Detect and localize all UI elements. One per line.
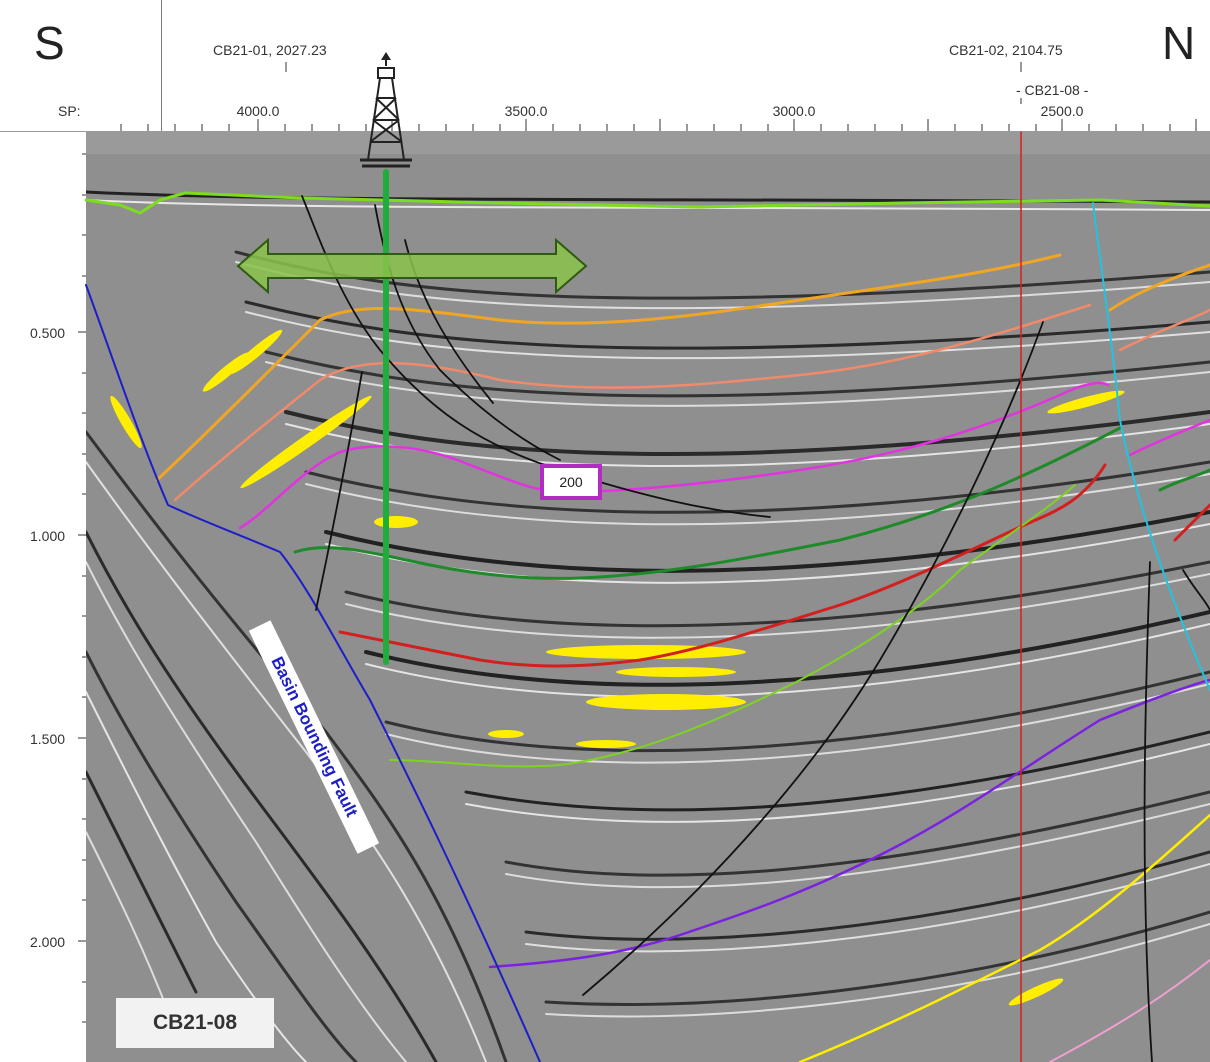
- time-tick-label: 2.000: [30, 934, 66, 950]
- horizon-marker-label[interactable]: 200: [540, 464, 602, 500]
- sp-tick-label: 4000.0: [236, 103, 280, 119]
- compass-north: N: [1162, 17, 1196, 69]
- time-axis: [0, 132, 86, 1062]
- sp-tick-label: 2500.0: [1040, 103, 1084, 119]
- well-label-cb21-08[interactable]: - CB21-08 -: [1016, 82, 1089, 98]
- sp-tick-label: 3500.0: [504, 103, 548, 119]
- time-tick-label: 1.000: [30, 528, 66, 544]
- seismic-line-name: CB21-08: [116, 998, 274, 1048]
- sp-axis-label: SP:: [58, 103, 81, 119]
- well-label-cb21-01[interactable]: CB21-01, 2027.23: [213, 42, 327, 58]
- sp-tick-marks: [120, 62, 1197, 131]
- time-axis-ticks: [78, 153, 86, 1023]
- seismic-texture: [86, 132, 1210, 1062]
- time-tick-label: 1.500: [30, 731, 66, 747]
- header-divider: [161, 0, 162, 131]
- time-tick-label: 0.500: [30, 325, 66, 341]
- seismic-section[interactable]: [86, 132, 1210, 1062]
- sp-tick-label: 3000.0: [772, 103, 816, 119]
- section-header: S N CB21-01, 2027.23 CB21-02, 2104.75 - …: [0, 0, 1210, 132]
- compass-south: S: [34, 17, 65, 69]
- well-label-cb21-02[interactable]: CB21-02, 2104.75: [949, 42, 1063, 58]
